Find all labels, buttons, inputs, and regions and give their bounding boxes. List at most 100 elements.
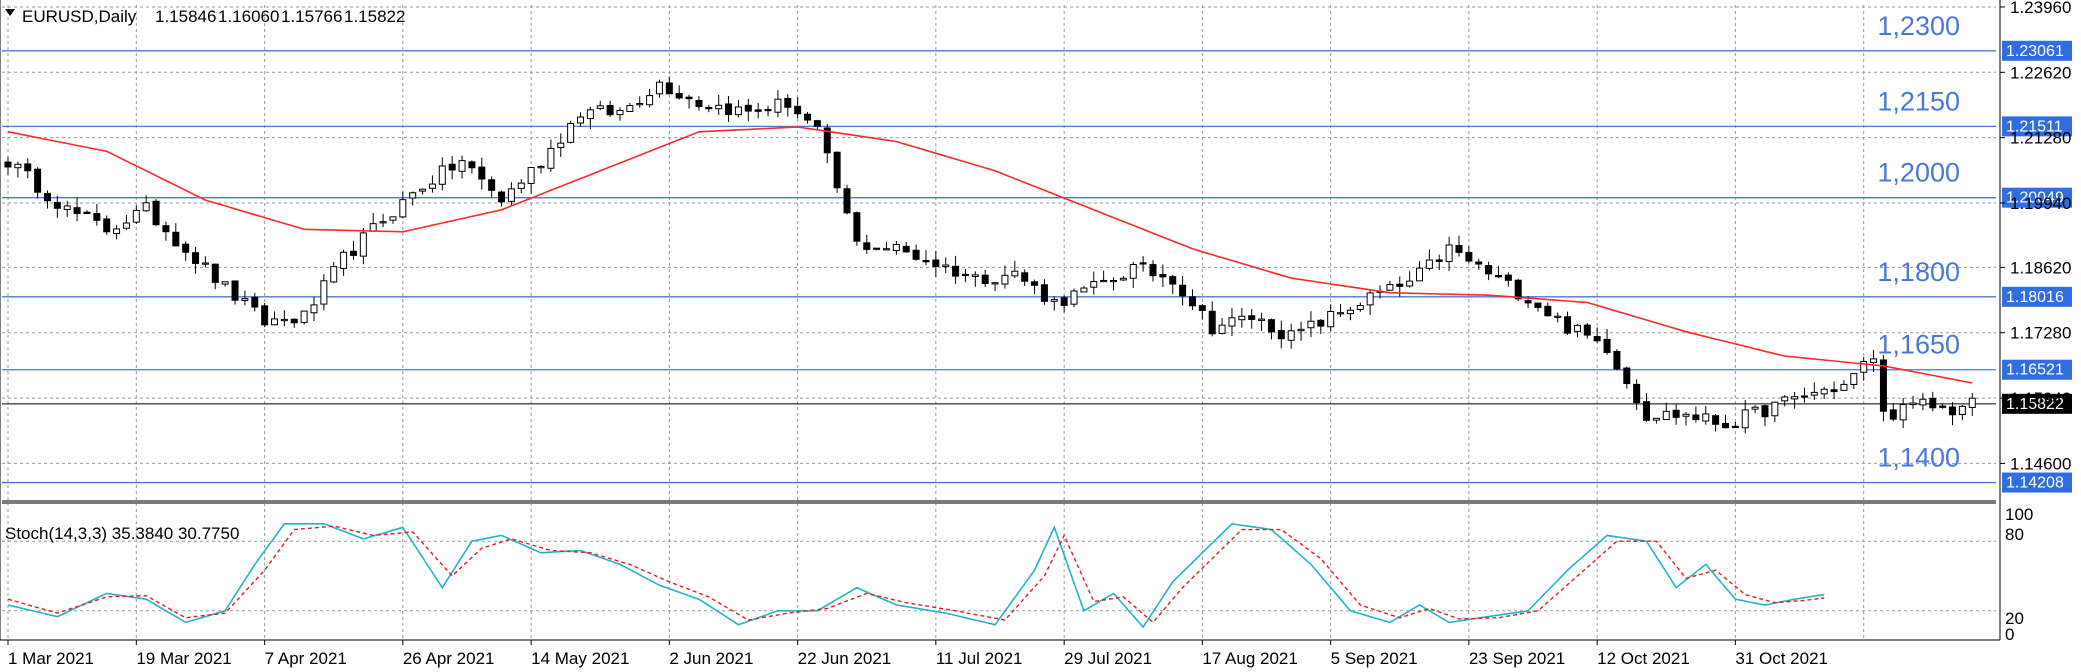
candle-body: [1435, 259, 1443, 262]
candle-body: [93, 213, 101, 221]
candle: [1001, 265, 1009, 289]
candle: [1188, 289, 1196, 310]
candle-body: [1771, 401, 1779, 417]
candle-body: [517, 182, 525, 189]
candle-body: [1879, 359, 1887, 412]
candle-body: [1534, 302, 1542, 308]
candle-body: [488, 179, 496, 191]
candle: [705, 104, 713, 113]
candle-body: [1159, 274, 1167, 278]
candle: [1179, 275, 1187, 306]
candle: [1090, 271, 1098, 295]
candle-body: [1455, 245, 1463, 253]
candle: [646, 88, 654, 108]
candle: [1050, 296, 1058, 311]
candle: [1267, 318, 1275, 340]
candle-body: [1791, 396, 1799, 400]
candle-body: [1406, 280, 1414, 287]
candle-body: [1692, 414, 1700, 421]
candle-body: [103, 218, 111, 233]
candle: [665, 76, 673, 95]
candle-body: [804, 113, 812, 121]
candle-body: [73, 207, 81, 214]
candle: [843, 184, 851, 215]
candle: [1386, 280, 1394, 291]
candle-body: [547, 147, 555, 169]
candle-body: [665, 82, 673, 95]
candle-body: [211, 263, 219, 283]
time-tick-label-9: 17 Aug 2021: [1202, 649, 1297, 668]
level-tag-5: 1.14208: [2006, 475, 2064, 492]
candle-body: [399, 199, 407, 218]
candle-body: [1060, 297, 1068, 306]
level-tag-box-5: [2002, 472, 2072, 493]
candle: [211, 263, 219, 290]
candle: [1356, 302, 1364, 312]
candle-body: [428, 183, 436, 189]
candle: [1119, 275, 1127, 281]
chart-symbol-label: EURUSD,Daily: [22, 7, 137, 26]
candle: [1159, 264, 1167, 288]
candle-body: [1149, 264, 1157, 277]
candle: [63, 200, 71, 217]
candle: [478, 157, 486, 190]
candle-body: [1011, 270, 1019, 277]
candle: [1751, 404, 1759, 414]
candle-body: [744, 104, 752, 112]
candle: [271, 311, 279, 326]
candle: [1031, 279, 1039, 294]
candle: [1475, 258, 1483, 270]
candle: [1485, 261, 1493, 281]
candle-body: [1179, 284, 1187, 297]
candle: [1692, 406, 1700, 423]
candle-body: [952, 265, 960, 277]
candle-body: [1504, 274, 1512, 281]
candle: [725, 96, 733, 122]
candle-body: [261, 305, 269, 326]
candle: [567, 120, 575, 144]
candle: [1100, 270, 1108, 283]
time-tick-label-7: 11 Jul 2021: [936, 649, 1023, 668]
candle: [1110, 277, 1118, 291]
stoch-scale-80: 80: [2005, 525, 2024, 544]
candle: [221, 281, 229, 287]
candle-body: [310, 304, 318, 314]
candle-body: [784, 97, 792, 108]
candle: [1406, 271, 1414, 288]
candle-body: [774, 98, 782, 113]
candle-body: [576, 116, 584, 124]
time-tick-label-4: 14 May 2021: [531, 649, 629, 668]
candle-body: [1643, 401, 1651, 421]
candle: [1939, 403, 1947, 409]
candle-body: [1287, 330, 1295, 341]
candle-body: [419, 188, 427, 192]
candle: [586, 106, 594, 130]
candle: [1949, 402, 1957, 426]
candle-body: [1633, 383, 1641, 404]
candle-body: [853, 212, 861, 242]
price-tick-label-3: 1.19940: [2010, 194, 2071, 213]
candle: [1218, 317, 1226, 335]
candle-body: [1958, 405, 1966, 415]
candle: [241, 290, 249, 306]
level-label-5: 1,1400: [1877, 443, 1960, 473]
candle: [833, 151, 841, 193]
candle: [419, 188, 427, 195]
candle-body: [616, 109, 624, 116]
candle-body: [113, 228, 121, 235]
current-price-tag: 1.15822: [2006, 396, 2064, 413]
candle: [251, 292, 259, 312]
candle: [359, 228, 367, 265]
candle-body: [142, 202, 150, 212]
candle-body: [981, 274, 989, 285]
ohlc-close: 1.15822: [344, 7, 405, 26]
candle-body: [1327, 311, 1335, 328]
candle-body: [53, 201, 61, 209]
level-label-4: 1,1650: [1877, 330, 1960, 360]
candle-body: [1346, 309, 1354, 315]
candle: [981, 270, 989, 287]
candle-body: [655, 81, 663, 95]
dropdown-triangle-icon[interactable]: [5, 9, 15, 16]
